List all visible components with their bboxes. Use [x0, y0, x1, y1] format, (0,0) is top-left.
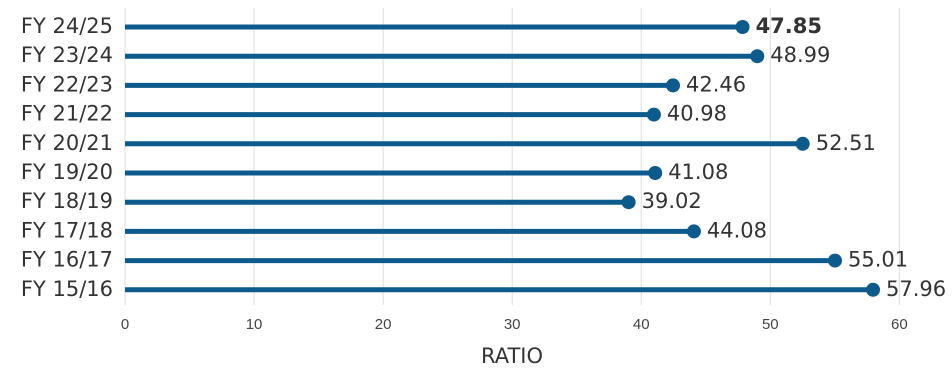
- x-tick-label: 10: [246, 316, 263, 333]
- category-label: FY 24/25: [21, 14, 113, 38]
- x-tick-label: 60: [891, 316, 908, 333]
- value-label: 44.08: [707, 218, 767, 242]
- dot: [686, 224, 701, 239]
- category-label: FY 20/21: [21, 131, 113, 155]
- dot: [827, 253, 842, 268]
- x-axis-label: RATIO: [481, 344, 543, 368]
- value-label: 40.98: [667, 102, 727, 126]
- category-label: FY 22/23: [21, 72, 113, 96]
- category-label: FY 15/16: [21, 277, 113, 301]
- category-label: FY 23/24: [21, 43, 113, 67]
- dot: [866, 282, 881, 297]
- value-label: 41.08: [668, 160, 728, 184]
- x-tick-label: 30: [504, 316, 521, 333]
- dot: [621, 195, 636, 210]
- dot: [795, 136, 810, 151]
- value-label: 57.96: [886, 277, 946, 301]
- category-label: FY 19/20: [21, 160, 113, 184]
- dot: [735, 20, 750, 34]
- category-label: FY 18/19: [21, 189, 113, 213]
- dot: [648, 166, 663, 180]
- dot: [665, 78, 680, 93]
- value-label: 39.02: [642, 189, 702, 213]
- x-tick-label: 0: [121, 316, 129, 333]
- category-label: FY 16/17: [21, 248, 113, 272]
- dot: [750, 49, 765, 64]
- x-tick-label: 50: [762, 316, 779, 333]
- category-label: FY 21/22: [21, 102, 113, 126]
- value-label: 42.46: [686, 72, 746, 96]
- value-label: 47.85: [756, 14, 822, 38]
- x-tick-label: 40: [633, 316, 650, 333]
- value-label: 52.51: [816, 131, 876, 155]
- category-label: FY 17/18: [21, 218, 113, 242]
- x-tick-label: 20: [375, 316, 392, 333]
- dot: [646, 107, 661, 122]
- value-label: 55.01: [848, 248, 908, 272]
- value-label: 48.99: [770, 43, 830, 67]
